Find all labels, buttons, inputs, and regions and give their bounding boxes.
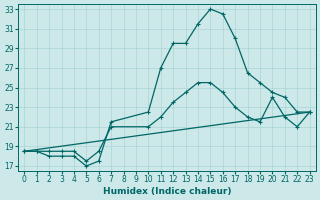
X-axis label: Humidex (Indice chaleur): Humidex (Indice chaleur) (103, 187, 231, 196)
